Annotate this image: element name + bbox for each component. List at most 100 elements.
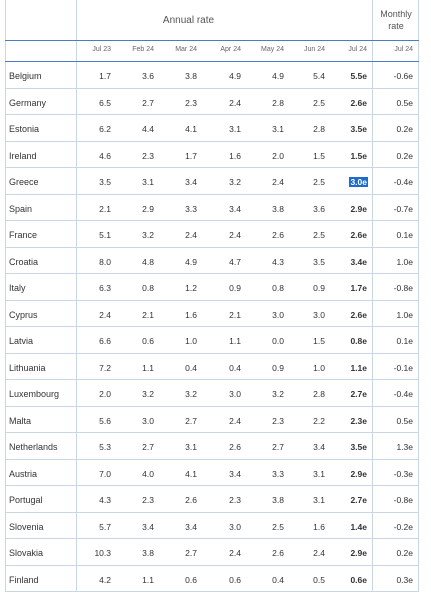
value-cell[interactable]: 0.1e (396, 230, 413, 240)
value-cell[interactable]: 3.4 (229, 203, 241, 214)
value-cell[interactable]: 4.1 (185, 468, 197, 479)
value-cell[interactable]: 3.5e (350, 442, 367, 452)
value-cell[interactable]: 2.3 (142, 150, 154, 161)
value-cell[interactable]: -0.3e (393, 468, 413, 479)
value-cell[interactable]: 2.6 (229, 442, 241, 452)
value-cell[interactable]: 2.4 (313, 548, 325, 558)
value-cell[interactable]: 3.4 (142, 521, 154, 532)
value-cell[interactable]: 2.9 (142, 203, 154, 214)
value-cell[interactable]: 0.9 (272, 362, 284, 373)
value-cell[interactable]: 3.3 (185, 203, 197, 214)
value-cell[interactable]: 2.0 (272, 150, 284, 161)
value-cell[interactable]: 2.7 (185, 548, 197, 558)
value-cell[interactable]: 10.3 (94, 548, 111, 558)
value-cell[interactable]: 4.3 (272, 256, 284, 267)
value-cell[interactable]: 0.6 (229, 574, 241, 585)
value-cell[interactable]: 1.1 (229, 336, 241, 346)
value-cell[interactable]: 0.8e (350, 336, 367, 346)
value-cell[interactable]: 0.5e (396, 415, 413, 426)
value-cell[interactable]: 2.7 (272, 442, 284, 452)
value-cell[interactable]: 1.2 (185, 283, 197, 293)
value-cell[interactable]: 2.4 (99, 309, 111, 320)
value-cell[interactable]: 3.8 (142, 548, 154, 558)
value-cell[interactable]: 2.0 (99, 389, 111, 399)
value-cell[interactable]: 3.0 (142, 415, 154, 426)
value-cell[interactable]: 2.6 (185, 495, 197, 505)
value-cell[interactable]: 4.3 (99, 495, 111, 505)
value-cell[interactable]: 2.2 (313, 415, 325, 426)
value-cell[interactable]: 2.4 (229, 415, 241, 426)
value-cell[interactable]: 2.8 (313, 124, 325, 134)
value-cell[interactable]: 2.3 (185, 97, 197, 108)
value-cell[interactable]: 0.8 (142, 283, 154, 293)
value-cell[interactable]: 4.9 (185, 256, 197, 267)
value-cell[interactable]: 0.9 (229, 283, 241, 293)
value-cell[interactable]: 3.1 (142, 177, 154, 187)
value-cell[interactable]: 0.9 (313, 283, 325, 293)
value-cell[interactable]: 3.2 (185, 389, 197, 399)
value-cell[interactable]: 5.7 (99, 521, 111, 532)
selected-text[interactable]: 3.0e (349, 177, 368, 187)
value-cell[interactable]: -0.4e (393, 389, 413, 399)
value-cell[interactable]: 3.4 (313, 442, 325, 452)
value-cell[interactable]: 2.4 (229, 230, 241, 240)
value-cell[interactable]: 2.1 (229, 309, 241, 320)
value-cell[interactable]: 4.6 (99, 150, 111, 161)
value-cell[interactable]: 6.2 (99, 124, 111, 134)
value-cell[interactable]: 2.1 (99, 203, 111, 214)
value-cell[interactable]: 2.5 (272, 521, 284, 532)
value-cell[interactable]: 3.1 (229, 124, 241, 134)
value-cell[interactable]: 0.4 (229, 362, 241, 373)
value-cell[interactable]: 3.4 (185, 177, 197, 187)
value-cell[interactable]: 6.5 (99, 97, 111, 108)
value-cell[interactable]: 4.4 (142, 124, 154, 134)
value-cell[interactable]: -0.6e (393, 71, 413, 81)
value-cell[interactable]: 2.9e (350, 548, 367, 558)
value-cell[interactable]: 2.5 (313, 177, 325, 187)
value-cell[interactable]: 4.0 (142, 468, 154, 479)
value-cell[interactable]: 0.5 (313, 574, 325, 585)
value-cell[interactable]: 5.6 (99, 415, 111, 426)
value-cell[interactable]: 1.1 (142, 574, 154, 585)
value-cell[interactable]: 3.2 (229, 177, 241, 187)
value-cell[interactable]: 2.7e (350, 389, 367, 399)
value-cell[interactable]: 2.3e (350, 415, 367, 426)
value-cell[interactable]: 3.1 (313, 495, 325, 505)
value-cell[interactable]: 4.7 (229, 256, 241, 267)
value-cell[interactable]: 0.4 (272, 574, 284, 585)
value-cell[interactable]: 2.8 (313, 389, 325, 399)
value-cell[interactable]: 1.1e (350, 362, 367, 373)
value-cell[interactable]: -0.4e (393, 177, 413, 187)
value-cell[interactable]: 3.6 (142, 71, 154, 81)
value-cell[interactable]: 1.0e (396, 309, 413, 320)
value-cell[interactable]: 6.6 (99, 336, 111, 346)
value-cell[interactable]: 2.6e (350, 230, 367, 240)
value-cell[interactable]: 2.3 (272, 415, 284, 426)
value-cell[interactable]: 1.1 (142, 362, 154, 373)
value-cell[interactable]: 3.2 (142, 389, 154, 399)
value-cell[interactable]: 0.1e (396, 336, 413, 346)
value-cell[interactable]: 4.1 (185, 124, 197, 134)
value-cell[interactable]: 3.3 (272, 468, 284, 479)
value-cell[interactable]: -0.7e (393, 203, 413, 214)
value-cell[interactable]: 2.3 (229, 495, 241, 505)
value-cell[interactable]: 2.4 (185, 230, 197, 240)
value-cell[interactable]: 1.0 (185, 336, 197, 346)
value-cell[interactable]: 3.0 (229, 389, 241, 399)
value-cell[interactable]: 2.7 (142, 442, 154, 452)
value-cell[interactable]: 0.2e (396, 150, 413, 161)
value-cell[interactable]: 2.9e (350, 203, 367, 214)
value-cell[interactable]: 4.9 (272, 71, 284, 81)
value-cell[interactable]: 3.1 (185, 442, 197, 452)
value-cell[interactable]: 0.3e (396, 574, 413, 585)
value-cell[interactable]: 2.4 (229, 548, 241, 558)
value-cell[interactable]: 1.5e (350, 150, 367, 161)
value-cell[interactable]: 1.6 (313, 521, 325, 532)
value-cell[interactable]: 3.8 (185, 71, 197, 81)
value-cell[interactable]: 3.1 (272, 124, 284, 134)
value-cell[interactable]: 0.0 (272, 336, 284, 346)
value-cell[interactable]: 3.5e (350, 124, 367, 134)
value-cell[interactable]: 2.6e (350, 97, 367, 108)
value-cell[interactable]: 1.0 (313, 362, 325, 373)
value-cell[interactable]: 2.7 (142, 97, 154, 108)
